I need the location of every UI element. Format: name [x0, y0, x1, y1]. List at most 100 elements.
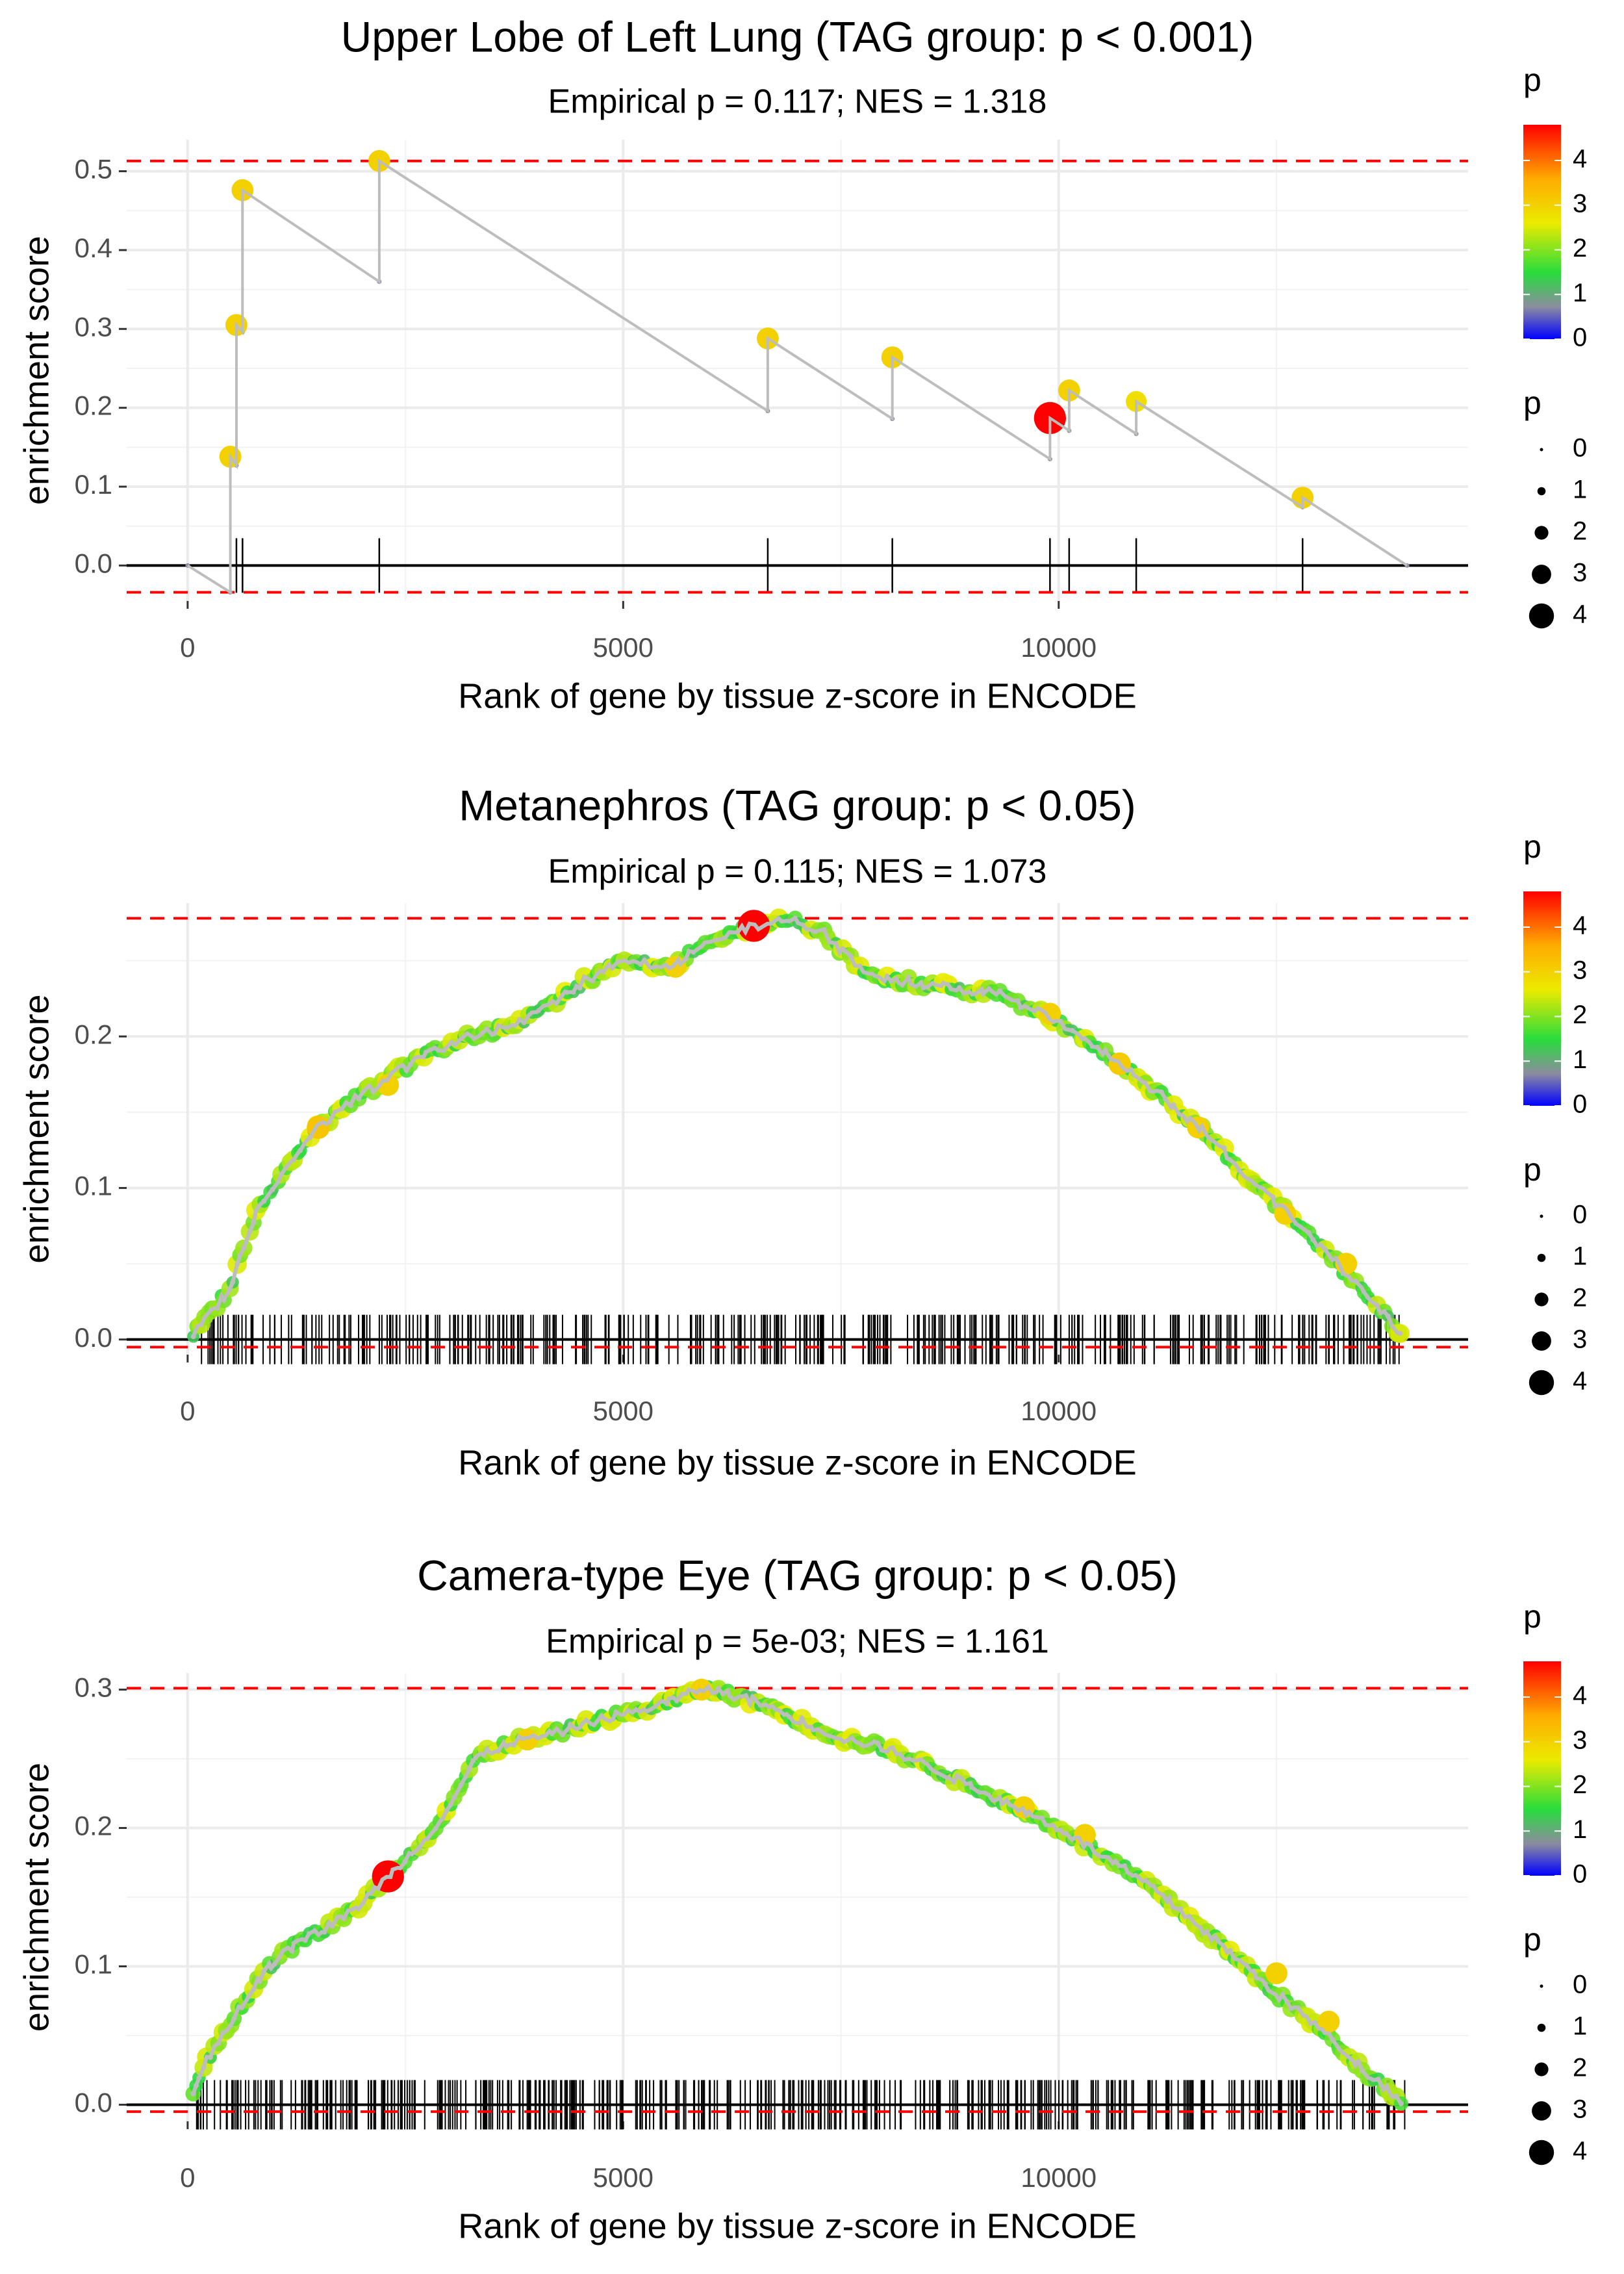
size-legend-dot — [1540, 1214, 1543, 1218]
color-legend-label: 0 — [1573, 324, 1587, 352]
color-legend-bar — [1523, 1661, 1561, 1876]
color-legend-bar — [1523, 125, 1561, 339]
size-legend-label: 3 — [1573, 559, 1587, 587]
chart-subtitle: Empirical p = 0.115; NES = 1.073 — [548, 853, 1047, 891]
size-legend-dot — [1534, 2062, 1549, 2076]
x-tick-label: 0 — [180, 1396, 195, 1426]
size-legend-dot — [1534, 1292, 1549, 1307]
y-axis-title: enrichment score — [17, 994, 56, 1263]
grid — [127, 140, 1468, 601]
chart-title: Camera-type Eye (TAG group: p < 0.05) — [417, 1551, 1178, 1599]
legend: p 4 3 2 1 0 p 0 1 2 3 4 — [1523, 828, 1587, 1396]
y-tick-label: 0.0 — [75, 1322, 112, 1353]
size-legend-dot — [1540, 1984, 1543, 1988]
chart-title: Metanephros (TAG group: p < 0.05) — [459, 781, 1136, 829]
size-legend-label: 0 — [1573, 434, 1587, 463]
y-tick-label: 0.3 — [75, 311, 112, 342]
y-tick-label: 0.4 — [75, 233, 112, 263]
size-legend-label: 0 — [1573, 1201, 1587, 1229]
size-legend-label: 3 — [1573, 2095, 1587, 2124]
color-legend-label: 1 — [1573, 279, 1587, 307]
y-tick-label: 0.3 — [75, 1672, 112, 1703]
color-legend-label: 0 — [1573, 1090, 1587, 1119]
color-legend-label: 2 — [1573, 1770, 1587, 1799]
y-tick-label: 0.1 — [75, 469, 112, 500]
color-legend-label: 1 — [1573, 1045, 1587, 1074]
x-axis-title: Rank of gene by tissue z-score in ENCODE — [458, 676, 1136, 715]
color-legend-label: 0 — [1573, 1860, 1587, 1889]
color-legend-label: 4 — [1573, 912, 1587, 940]
color-legend-label: 3 — [1573, 956, 1587, 984]
chart-1: Upper Lobe of Left Lung (TAG group: p < … — [17, 12, 1587, 715]
size-legend-label: 4 — [1573, 2137, 1587, 2165]
size-legend-title: p — [1523, 385, 1542, 421]
color-legend-label: 1 — [1573, 1815, 1587, 1844]
size-legend-dot — [1537, 2023, 1546, 2032]
score-points — [187, 908, 1410, 1344]
color-legend-title: p — [1523, 828, 1542, 865]
size-legend-label: 1 — [1573, 1242, 1587, 1271]
color-legend-title: p — [1523, 62, 1542, 98]
x-axis-title: Rank of gene by tissue z-score in ENCODE — [458, 1443, 1136, 1482]
size-legend-label: 2 — [1573, 2054, 1587, 2082]
grid — [127, 1673, 1468, 2121]
color-legend-label: 3 — [1573, 189, 1587, 218]
color-legend-label: 2 — [1573, 1001, 1587, 1029]
size-legend-dot — [1529, 603, 1554, 629]
highlight-point — [1265, 1962, 1288, 1985]
y-tick-label: 0.2 — [75, 1811, 112, 1841]
y-tick-label: 0.0 — [75, 2088, 112, 2118]
color-legend-bar — [1523, 891, 1561, 1106]
x-tick-label: 0 — [180, 632, 195, 663]
x-axis-title: Rank of gene by tissue z-score in ENCODE — [458, 2206, 1136, 2245]
size-legend-dot — [1537, 1253, 1546, 1262]
x-tick-label: 5000 — [593, 1396, 653, 1426]
y-tick-label: 0.0 — [75, 548, 112, 578]
size-legend-label: 2 — [1573, 1284, 1587, 1312]
y-axis-title: enrichment score — [17, 236, 56, 505]
size-legend-dot — [1532, 565, 1551, 584]
size-legend-label: 4 — [1573, 600, 1587, 629]
chart-3: Camera-type Eye (TAG group: p < 0.05) Emp… — [17, 1551, 1587, 2245]
y-tick-label: 0.2 — [75, 390, 112, 421]
running-score-line — [191, 1683, 1403, 2105]
y-tick-label: 0.1 — [75, 1949, 112, 1980]
legend: p 4 3 2 1 0 p 0 1 2 3 4 — [1523, 1598, 1587, 2165]
color-legend-label: 4 — [1573, 1681, 1587, 1710]
size-legend-label: 1 — [1573, 476, 1587, 504]
size-legend-dot — [1529, 1370, 1554, 1396]
color-legend-label: 4 — [1573, 145, 1587, 173]
color-legend-label: 2 — [1573, 234, 1587, 262]
size-legend-label: 0 — [1573, 1971, 1587, 1999]
size-legend-dot — [1532, 2101, 1551, 2121]
size-legend-label: 4 — [1573, 1367, 1587, 1396]
chart-subtitle: Empirical p = 5e-03; NES = 1.161 — [546, 1623, 1049, 1661]
x-tick-label: 5000 — [593, 2162, 653, 2193]
color-legend-label: 3 — [1573, 1726, 1587, 1754]
size-legend-dot — [1540, 448, 1543, 452]
y-tick-label: 0.1 — [75, 1171, 112, 1201]
legend: p 4 3 2 1 0 p 0 1 2 3 4 — [1523, 62, 1587, 629]
highlight-point — [1317, 2010, 1340, 2033]
x-tick-label: 10000 — [1021, 632, 1097, 663]
x-tick-label: 10000 — [1021, 1396, 1097, 1426]
x-tick-label: 0 — [180, 2162, 195, 2193]
x-tick-label: 10000 — [1021, 2162, 1097, 2193]
size-legend-dot — [1534, 526, 1549, 540]
running-score-line — [191, 915, 1401, 1338]
size-legend-title: p — [1523, 1921, 1542, 1958]
size-legend-title: p — [1523, 1151, 1542, 1188]
chart-2: Metanephros (TAG group: p < 0.05) Empiric… — [17, 781, 1587, 1482]
size-legend-dot — [1537, 487, 1546, 496]
y-tick-label: 0.5 — [75, 154, 112, 185]
chart-title: Upper Lobe of Left Lung (TAG group: p < … — [341, 12, 1254, 60]
running-score-line — [186, 159, 1408, 595]
size-legend-dot — [1529, 2140, 1554, 2165]
size-legend-dot — [1532, 1331, 1551, 1351]
y-axis-title: enrichment score — [17, 1763, 56, 2032]
y-tick-label: 0.2 — [75, 1019, 112, 1049]
x-tick-label: 5000 — [593, 632, 653, 663]
size-legend-label: 3 — [1573, 1325, 1587, 1354]
size-legend-label: 2 — [1573, 517, 1587, 546]
